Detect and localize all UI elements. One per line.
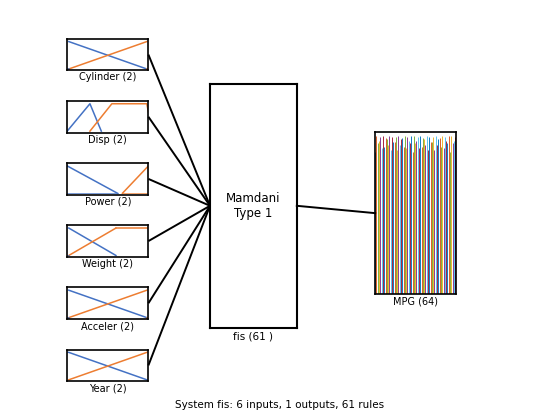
Text: System fis: 6 inputs, 1 outputs, 61 rules: System fis: 6 inputs, 1 outputs, 61 rule…	[175, 399, 385, 409]
X-axis label: Power (2): Power (2)	[85, 197, 131, 207]
Text: Mamdani
Type 1: Mamdani Type 1	[226, 192, 281, 220]
X-axis label: Cylinder (2): Cylinder (2)	[79, 72, 137, 82]
X-axis label: Acceler (2): Acceler (2)	[81, 321, 134, 331]
X-axis label: Weight (2): Weight (2)	[82, 259, 133, 269]
X-axis label: MPG (64): MPG (64)	[393, 296, 438, 306]
X-axis label: Year (2): Year (2)	[89, 383, 127, 393]
X-axis label: Disp (2): Disp (2)	[88, 134, 127, 144]
X-axis label: fis (61 ): fis (61 )	[234, 332, 273, 342]
